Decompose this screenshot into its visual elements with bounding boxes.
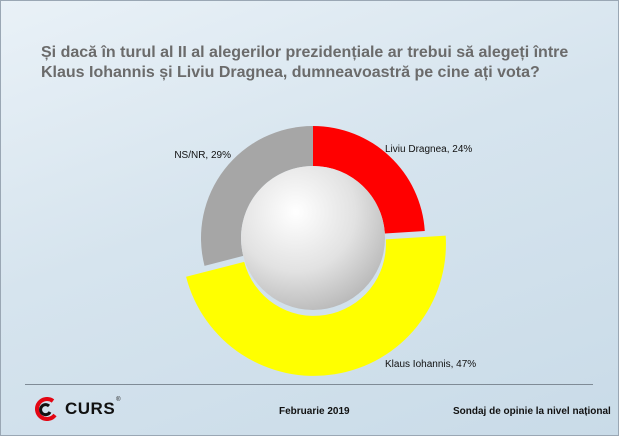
chart-title: Și dacă în turul al II al alegerilor pre… [41, 43, 586, 83]
registered-mark: ® [116, 397, 121, 403]
footer-divider [25, 384, 593, 385]
slice-label-liviu-dragnea: Liviu Dragnea, 24% [385, 144, 472, 155]
slice-ns-nr [201, 126, 313, 266]
donut-center-hole [241, 166, 385, 310]
chart-title-line-2: Klaus Iohannis și Liviu Dragnea, dumneav… [41, 64, 540, 81]
slice-liviu-dragnea [313, 126, 425, 234]
slice-label-klaus-iohannis: Klaus Iohannis, 47% [385, 359, 476, 370]
curs-logo-icon [35, 397, 57, 421]
curs-logo: CURS ® [33, 397, 121, 421]
curs-logo-text: CURS [65, 399, 116, 418]
slice-label-ns-nr: NS/NR, 29% [174, 150, 231, 161]
chart-title-line-1: Și dacă în turul al II al alegerilor pre… [41, 44, 569, 61]
slice-klaus-iohannis [186, 235, 446, 376]
survey-source: Sondaj de opinie la nivel național [453, 406, 611, 417]
survey-date: Februarie 2019 [279, 406, 350, 417]
